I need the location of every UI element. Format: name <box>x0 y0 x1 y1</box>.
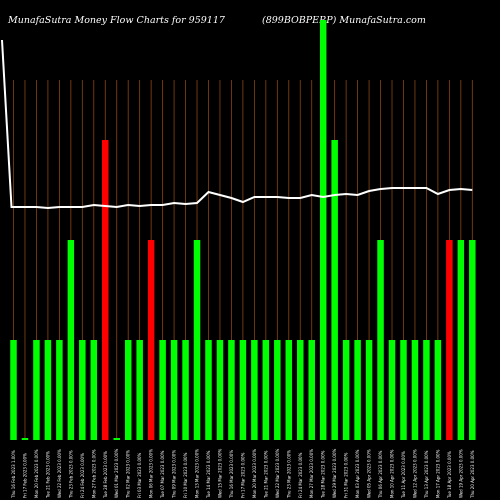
x-tick-label: Thu 06 Apr 2023 0.00% <box>378 450 383 499</box>
bar <box>365 340 373 440</box>
bar <box>342 340 350 440</box>
bar <box>56 340 63 440</box>
x-tick-label: Fri 17 Feb 2023 0.00% <box>22 453 27 498</box>
x-tick-label: Tue 14 Mar 2023 0.00% <box>206 450 211 499</box>
bar <box>400 340 407 440</box>
price-line-group <box>1 39 473 210</box>
x-tick-label: Mon 10 Apr 2023 0.00% <box>390 449 395 498</box>
bar <box>262 340 270 440</box>
bar <box>388 340 396 440</box>
bar <box>170 340 178 440</box>
bar <box>274 340 281 440</box>
bar <box>33 340 40 440</box>
x-tick-label: Mon 17 Apr 2023 0.00% <box>435 449 440 498</box>
bar <box>67 240 75 440</box>
price-line <box>1 39 473 210</box>
x-tick-label: Wed 29 Mar 2023 0.00% <box>332 448 337 498</box>
x-tick-label: Thu 23 Feb 2023 0.00% <box>68 450 73 499</box>
bar <box>251 340 258 440</box>
x-tick-label: Mon 13 Mar 2023 0.00% <box>195 449 200 498</box>
x-tick-label: Thu 13 Apr 2023 0.00% <box>424 450 429 499</box>
bar <box>21 438 29 440</box>
x-tick-label: Wed 15 Mar 2023 0.00% <box>217 448 222 498</box>
x-tick-label: Thu 16 Mar 2023 0.00% <box>229 450 234 499</box>
x-tick-label: Tue 07 Mar 2023 0.00% <box>160 450 165 499</box>
x-tick-label: Tue 28 Mar 2023 0.00% <box>321 450 326 499</box>
bar <box>205 340 212 440</box>
bar <box>147 240 155 440</box>
bar <box>159 340 166 440</box>
bar <box>136 340 143 440</box>
x-tick-label: Tue 21 Feb 2023 0.00% <box>45 451 50 499</box>
bar <box>79 340 86 440</box>
bar <box>411 340 419 440</box>
x-tick-label: Wed 12 Apr 2023 0.00% <box>412 449 417 498</box>
x-tick-label: Tue 28 Feb 2023 0.00% <box>103 451 108 499</box>
bar <box>354 340 361 440</box>
x-tick-label: Mon 20 Mar 2023 0.00% <box>252 449 257 498</box>
x-tick-label: Fri 03 Mar 2023 0.00% <box>137 452 142 498</box>
x-tick-label: Wed 01 Mar 2023 0.00% <box>114 448 119 498</box>
bar <box>377 240 384 440</box>
x-tick-label: Fri 10 Mar 2023 0.00% <box>183 452 188 498</box>
bar <box>182 340 189 440</box>
x-tick-label: Tue 11 Apr 2023 0.00% <box>401 451 406 499</box>
bar <box>457 240 465 440</box>
bar <box>124 340 132 440</box>
bar <box>285 340 293 440</box>
bars <box>10 20 476 440</box>
bar <box>331 140 338 440</box>
bar <box>90 340 98 440</box>
x-tick-label: Fri 31 Mar 2023 0.00% <box>344 452 349 498</box>
x-tick-label: Fri 17 Mar 2023 0.00% <box>240 452 245 498</box>
x-tick-label: Thu 16 Feb 2023 1.00% <box>11 450 16 499</box>
x-tick-label: Mon 27 Mar 2023 0.00% <box>309 449 314 498</box>
bar <box>113 438 120 440</box>
bar <box>10 340 17 440</box>
x-tick-label: Mon 03 Apr 2023 0.00% <box>355 449 360 498</box>
bar <box>319 20 327 440</box>
bar <box>446 240 453 440</box>
chart-title: MunafaSutra Money Flow Charts for 959117 <box>8 15 225 26</box>
bar <box>308 340 315 440</box>
bar <box>228 340 235 440</box>
x-tick-label: Thu 02 Mar 2023 0.00% <box>126 450 131 499</box>
x-tick-label: Fri 24 Mar 2023 0.00% <box>298 452 303 498</box>
bar <box>297 340 304 440</box>
bar <box>216 340 224 440</box>
x-tick-label: Wed 19 Apr 2023 0.00% <box>458 449 463 498</box>
x-tick-label: Tue 18 Apr 2023 0.00% <box>447 451 452 499</box>
bar <box>423 340 430 440</box>
x-tick-label: Mon 06 Mar 2023 0.00% <box>149 449 154 498</box>
bar <box>434 340 442 440</box>
x-tick-label: Wed 05 Apr 2023 0.00% <box>367 449 372 498</box>
x-tick-labels: Thu 16 Feb 2023 1.00% Fri 17 Feb 2023 0.0… <box>11 448 475 499</box>
site-label: (899BOBPERP) MunafaSutra.com <box>262 15 426 26</box>
bar <box>469 240 476 440</box>
x-tick-label: Tue 21 Mar 2023 0.00% <box>263 450 268 499</box>
x-tick-label: Wed 22 Feb 2023 0.00% <box>57 449 62 498</box>
bar <box>102 140 109 440</box>
x-tick-label: Mon 27 Feb 2023 0.00% <box>91 449 96 498</box>
x-tick-label: Wed 22 Mar 2023 0.00% <box>275 448 280 498</box>
x-tick-label: Mon 20 Feb 2023 0.00% <box>34 449 39 498</box>
x-tick-label: Thu 23 Mar 2023 0.00% <box>286 450 291 499</box>
bar <box>239 340 247 440</box>
bar <box>193 240 201 440</box>
x-tick-label: Fri 24 Feb 2023 0.00% <box>80 453 85 498</box>
x-tick-label: Thu 20 Apr 2023 0.00% <box>470 450 475 499</box>
bar <box>44 340 52 440</box>
x-tick-label: Thu 09 Mar 2023 0.00% <box>172 450 177 499</box>
